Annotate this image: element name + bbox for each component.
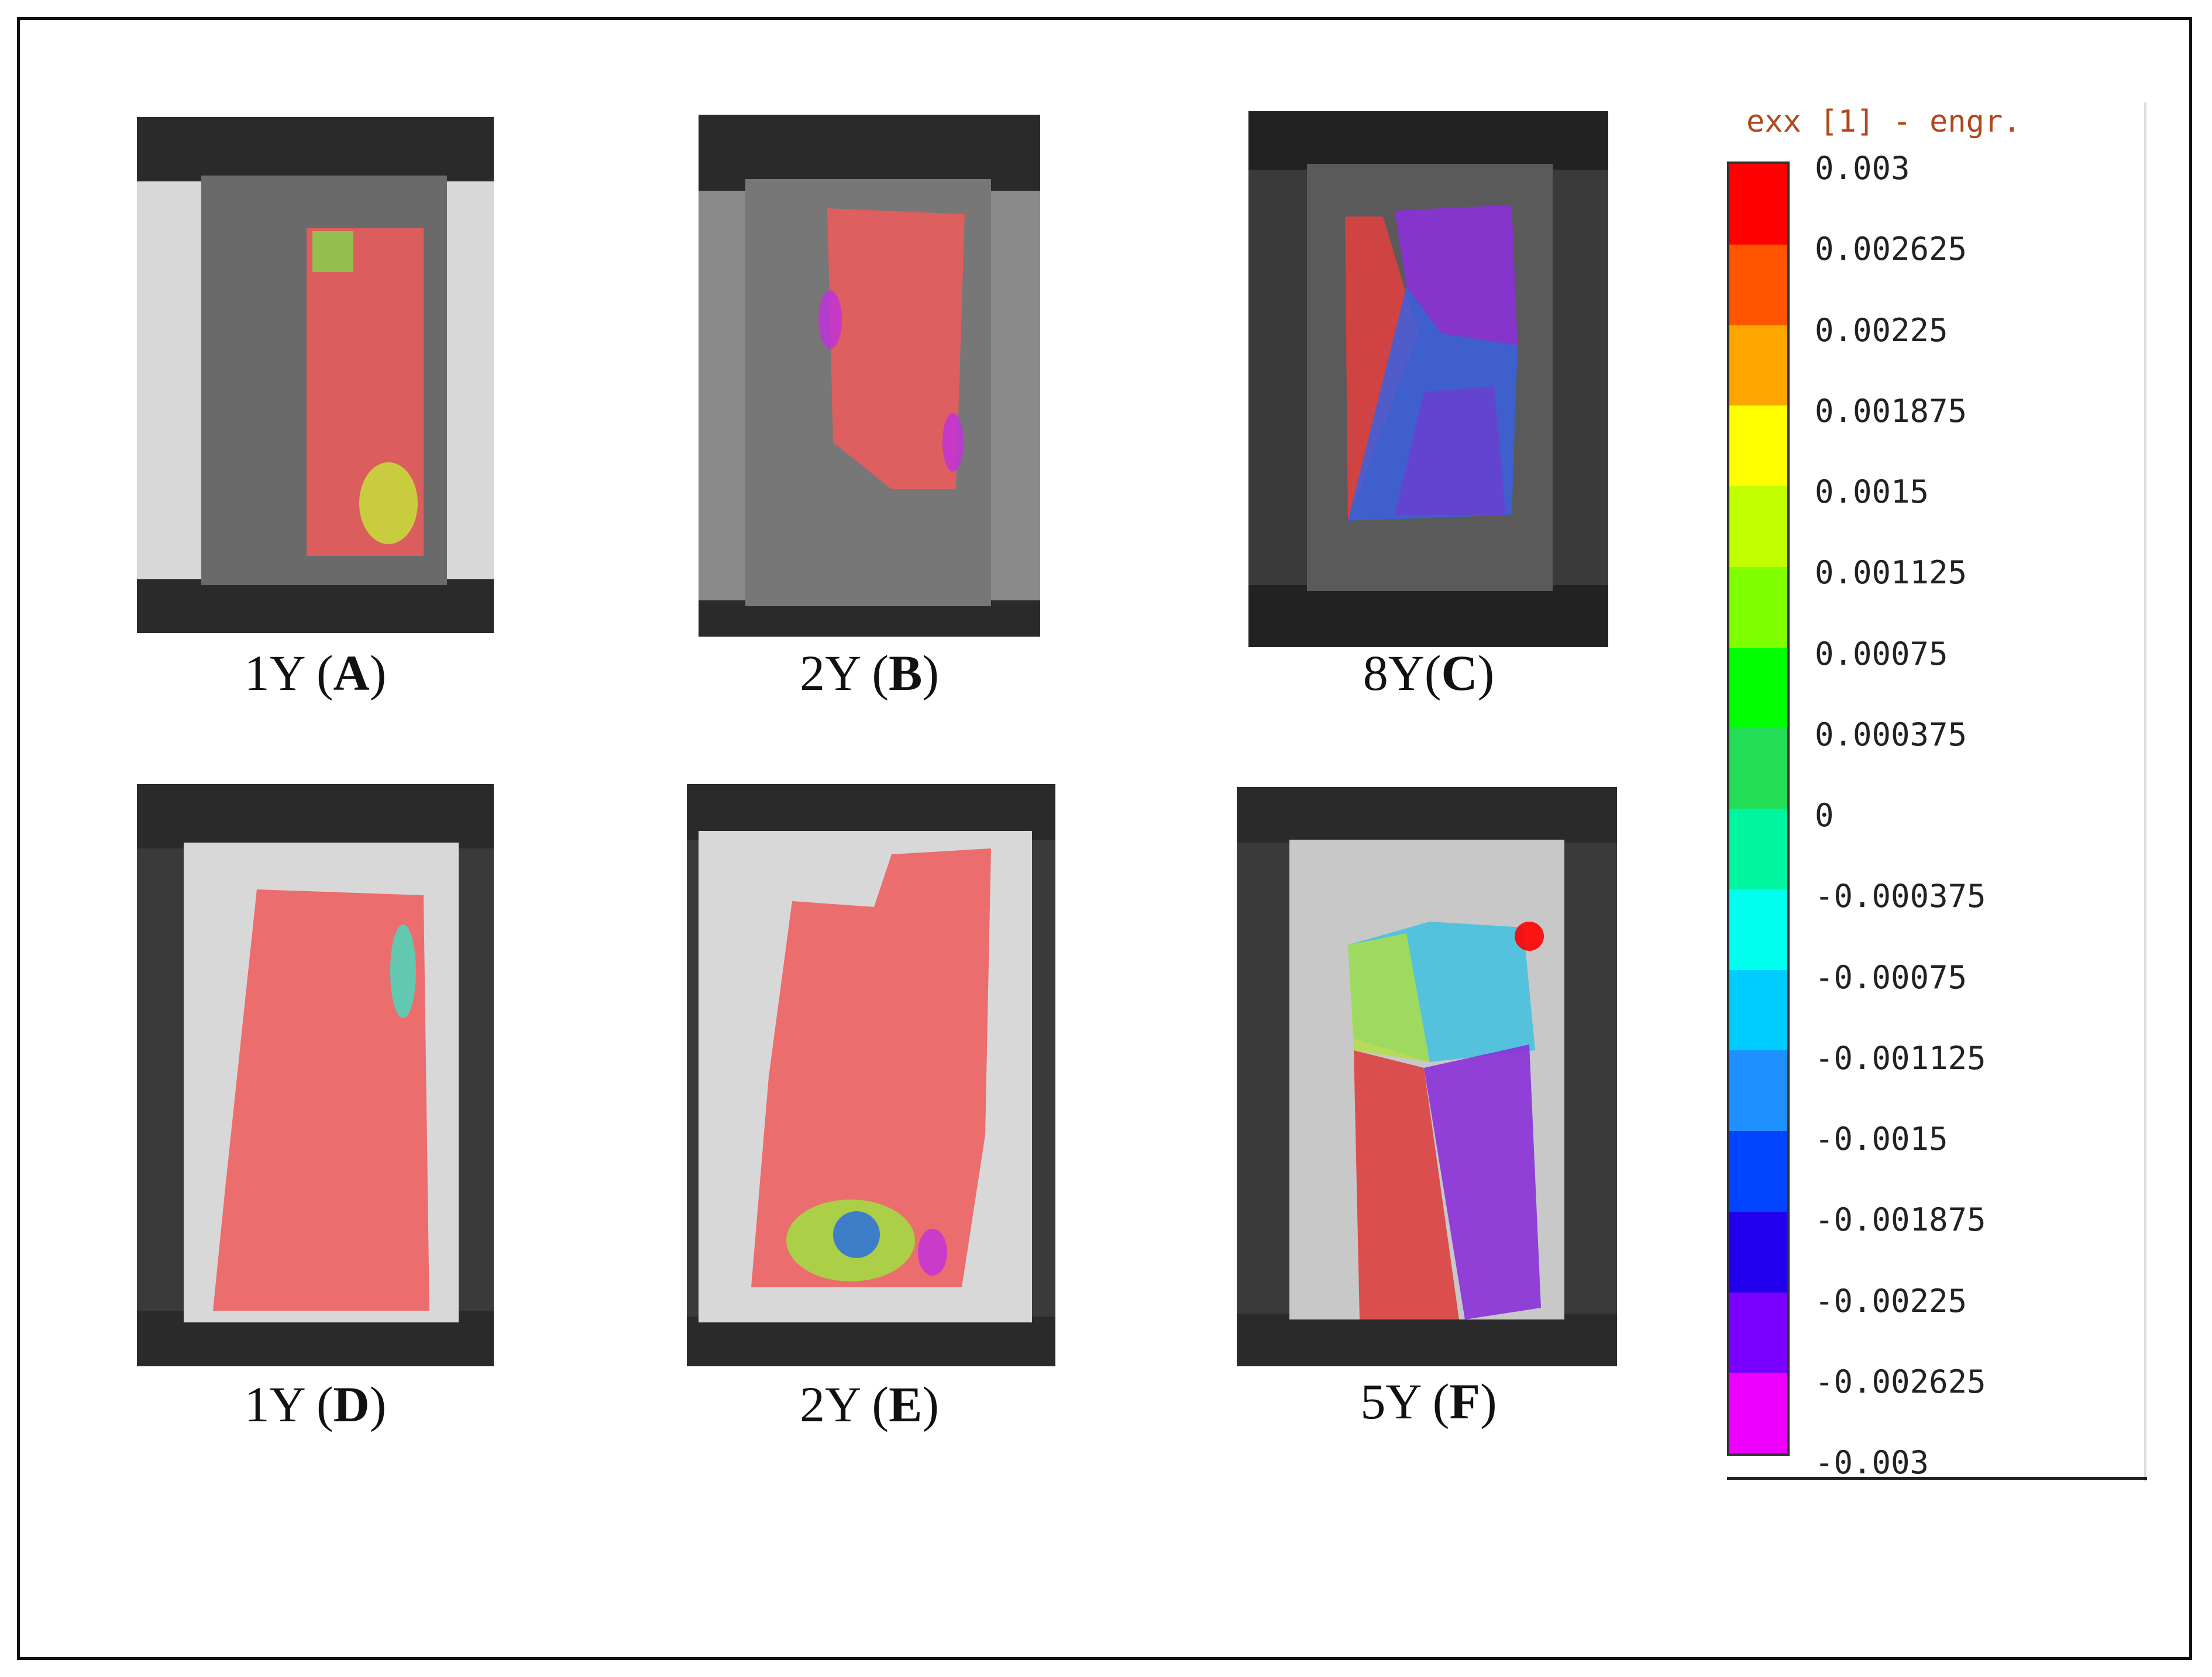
colorbar xyxy=(1727,161,1790,1456)
panel-caption-a: 1Y (A) xyxy=(244,645,387,701)
specimen-image-b xyxy=(699,115,1040,637)
colorbar-segment xyxy=(1729,1373,1787,1453)
colorbar-segment xyxy=(1729,728,1787,809)
colorbar-tick-label: 0.0015 xyxy=(1815,473,1929,510)
specimen-panel-d xyxy=(137,784,494,1366)
colorbar-segment xyxy=(1729,889,1787,970)
specimen-panel-f xyxy=(1237,787,1617,1366)
panel-caption-b: 2Y (B) xyxy=(799,645,940,701)
colorbar-tick-label: 0.00075 xyxy=(1815,635,1948,672)
specimen-image-c xyxy=(1248,111,1608,647)
specimen-image-d xyxy=(137,784,494,1366)
specimen-panel-c xyxy=(1248,111,1608,647)
colorbar-segment xyxy=(1729,1211,1787,1293)
colorbar-tick-label: -0.0015 xyxy=(1815,1121,1948,1157)
colorbar-segment xyxy=(1729,325,1787,406)
figure-frame xyxy=(17,17,2192,1660)
colorbar-segment xyxy=(1729,566,1787,648)
colorbar-segment xyxy=(1729,1292,1787,1373)
colorbar-tick-label: -0.00075 xyxy=(1815,958,1967,996)
specimen-panel-e xyxy=(687,784,1055,1366)
colorbar-tick-label: 0.002625 xyxy=(1815,231,1967,268)
panel-caption-d: 1Y (D) xyxy=(244,1376,387,1432)
legend-baseline xyxy=(1727,1477,2147,1480)
colorbar-tick-label: -0.003 xyxy=(1815,1444,1929,1481)
colorbar-tick-label: 0.000375 xyxy=(1815,716,1967,753)
specimen-image-e xyxy=(687,784,1055,1366)
colorbar-segment xyxy=(1729,1050,1787,1131)
panel-caption-f: 5Y (F) xyxy=(1360,1373,1497,1429)
colorbar-tick-label: -0.002625 xyxy=(1815,1363,1986,1400)
colorbar-tick-label: -0.00225 xyxy=(1815,1282,1967,1319)
specimen-panel-b xyxy=(699,115,1040,637)
colorbar-tick-label: 0.003 xyxy=(1815,150,1910,187)
colorbar-segment xyxy=(1729,164,1787,245)
colorbar-tick-label: -0.001875 xyxy=(1815,1201,1986,1239)
colorbar-segment xyxy=(1729,647,1787,728)
colorbar-segment xyxy=(1729,244,1787,325)
specimen-image-f xyxy=(1237,787,1617,1366)
specimen-panel-a xyxy=(137,117,494,633)
colorbar-segment xyxy=(1729,1131,1787,1212)
colorbar-segment xyxy=(1729,486,1787,567)
legend-axis-line xyxy=(2144,102,2146,1482)
colorbar-tick-label: 0 xyxy=(1815,797,1834,834)
colorbar-tick-label: 0.001875 xyxy=(1815,392,1967,429)
colorbar-tick-label: 0.00225 xyxy=(1815,311,1948,349)
specimen-image-a xyxy=(137,117,494,633)
colorbar-tick-label: -0.001125 xyxy=(1815,1039,1986,1077)
colorbar-segment xyxy=(1729,405,1787,486)
colorbar-tick-label: -0.000375 xyxy=(1815,878,1986,915)
colorbar-segment xyxy=(1729,970,1787,1051)
panel-caption-c: 8Y(C) xyxy=(1363,645,1495,701)
colorbar-tick-label: 0.001125 xyxy=(1815,554,1967,592)
colorbar-title: exx [1] - engr. xyxy=(1746,104,2021,139)
colorbar-segment xyxy=(1729,809,1787,889)
panel-caption-e: 2Y (E) xyxy=(799,1376,940,1432)
